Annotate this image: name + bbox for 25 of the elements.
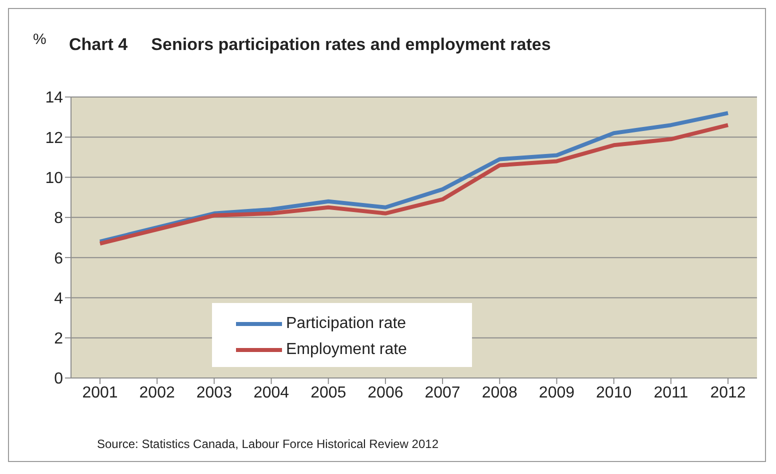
y-tick-label: 12 — [45, 130, 64, 147]
y-tick-label: 8 — [54, 210, 64, 228]
y-tick-label: 14 — [45, 90, 64, 107]
chart-title: Chart 4 Seniors participation rates and employment rates — [69, 35, 551, 55]
x-tick-label: 2001 — [82, 384, 118, 402]
y-tick-label: 4 — [54, 290, 64, 308]
x-tick-label: 2006 — [368, 384, 404, 402]
y-tick-label: 6 — [54, 250, 64, 268]
x-tick-label: 2007 — [424, 384, 460, 402]
x-tick-label: 2002 — [139, 384, 175, 402]
source-note: Source: Statistics Canada, Labour Force Historical Review 2012 — [97, 437, 438, 451]
x-tick-label: 2012 — [710, 384, 746, 402]
x-tick-label: 2011 — [654, 384, 688, 402]
legend-label: Participation rate — [286, 315, 406, 333]
x-tick-label: 2010 — [596, 384, 632, 402]
x-tick-label: 2009 — [538, 384, 575, 402]
x-tick-label: 2005 — [310, 384, 346, 402]
x-tick-label: 2003 — [196, 384, 232, 402]
x-tick-label: 2008 — [482, 384, 518, 402]
x-tick-label: 2004 — [253, 384, 290, 402]
y-axis-title: % — [33, 31, 46, 48]
y-tick-label: 2 — [54, 330, 64, 348]
legend-label: Employment rate — [286, 341, 407, 359]
y-tick-label: 0 — [54, 370, 64, 388]
y-tick-label: 10 — [45, 170, 64, 187]
